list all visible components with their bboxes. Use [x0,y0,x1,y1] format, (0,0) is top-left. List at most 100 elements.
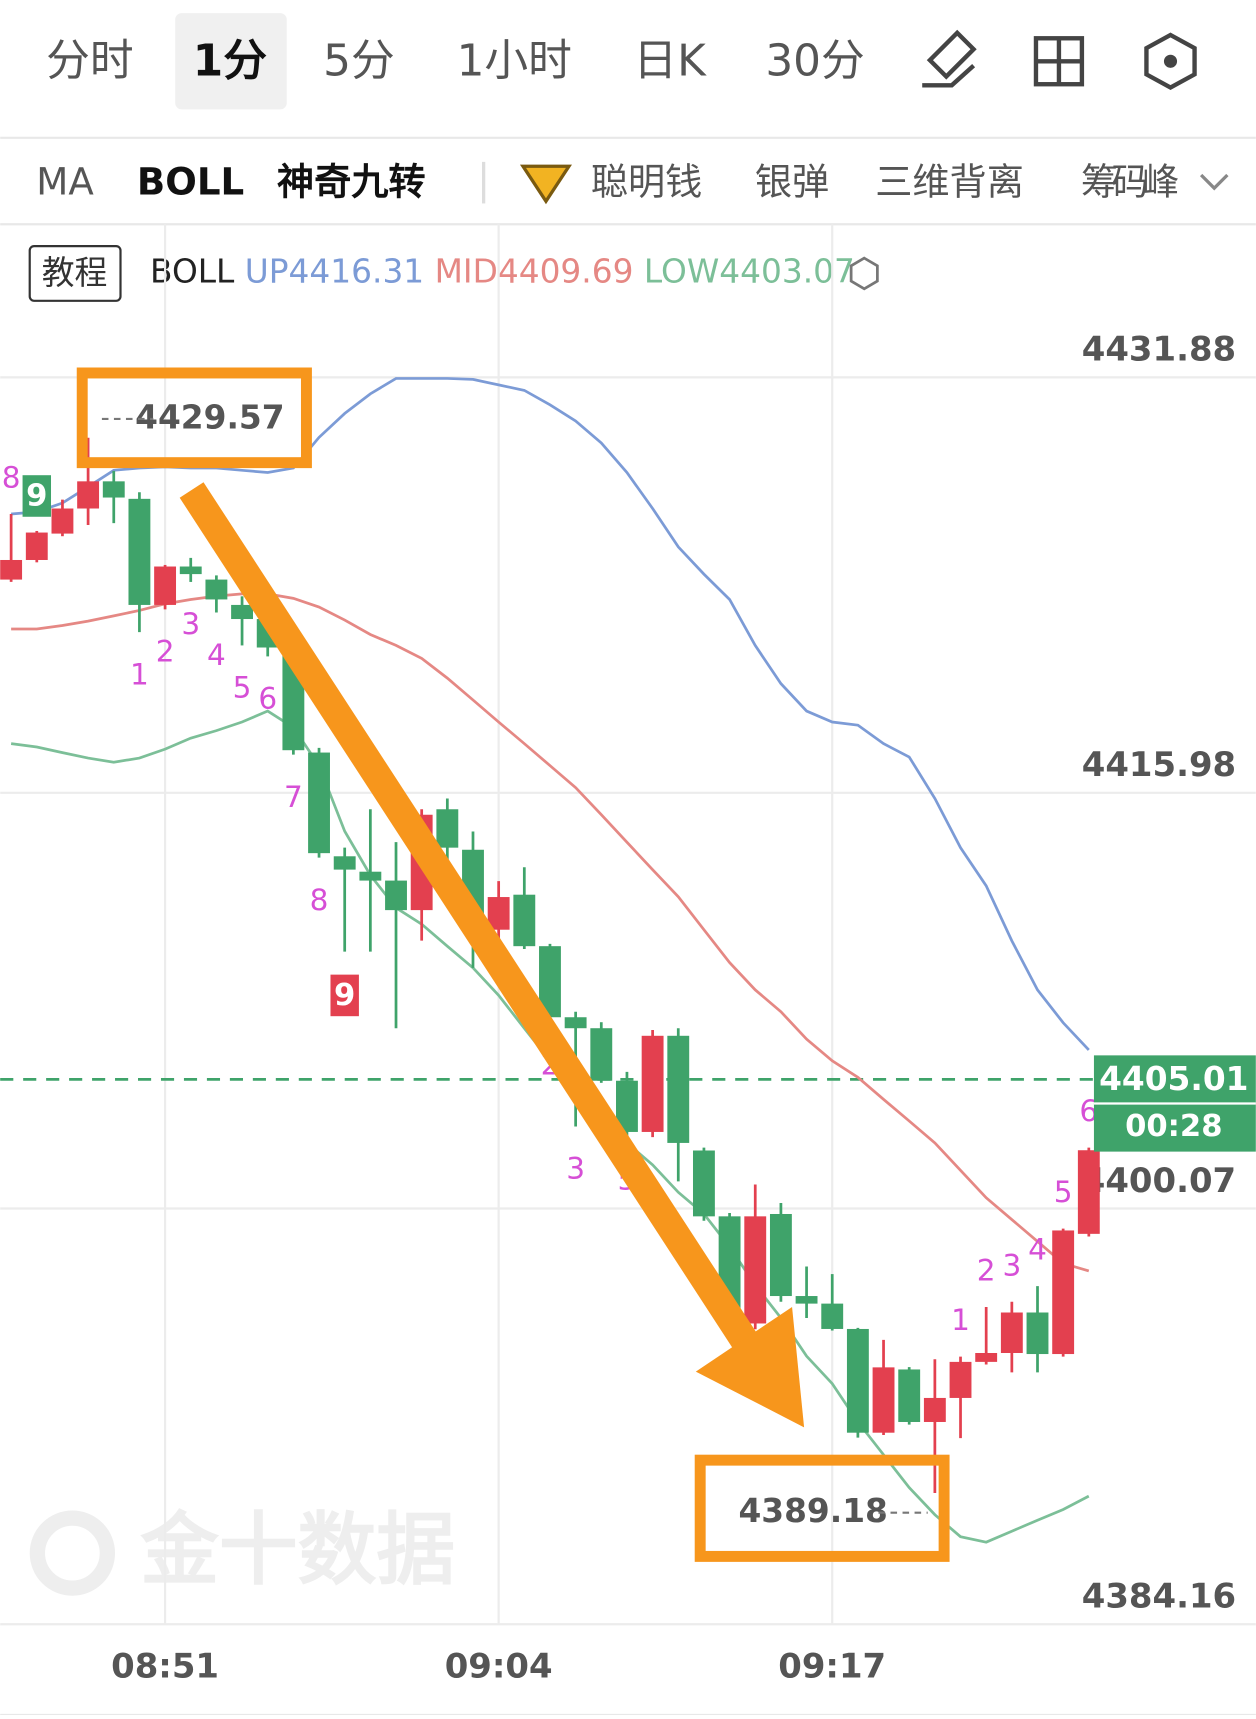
indicator-tab[interactable]: 三维背离 [875,159,1024,203]
candle-body [1077,1150,1100,1234]
legend-item: UP4416.31 [245,252,424,290]
trend-arrow [179,482,805,1428]
candle-body [692,1150,715,1217]
candle-body [333,856,356,870]
candle-body [77,481,100,509]
td-label: 1 [130,657,149,691]
indicator-bar: MA BOLL 神奇九转 聪明钱 银弹 三维背离 筹码峰 [36,159,1179,203]
td-label: 9 [26,479,47,514]
candle-body [898,1369,921,1422]
candle-body [513,894,536,947]
tab-bar: 分时 1分 5分 1小时 日K 30分 [46,35,865,86]
x-tick-label: 09:17 [778,1646,886,1685]
candle-body [0,559,23,580]
y-tick-label: 4431.88 [1082,330,1236,369]
legend-settings-icon[interactable] [849,256,879,291]
help-text[interactable]: 教程 [42,254,108,292]
candle-body [795,1296,818,1304]
candle-body [590,1028,613,1081]
candle-body [308,752,330,854]
candle-body [487,897,510,930]
candle-body [641,1035,664,1132]
indicator-tab[interactable]: 筹码峰 [1081,159,1179,203]
indicator-tab[interactable]: 聪明钱 [591,159,703,203]
candle-body [975,1352,998,1362]
highlight-box [694,1454,950,1562]
td-label: 7 [284,780,303,814]
candle-body [154,566,177,605]
help-box[interactable] [28,245,122,302]
indicator-tab[interactable]: MA [36,159,94,203]
y-tick-label: 4400.07 [1082,1161,1236,1200]
candle-body [385,880,407,911]
candle-body [51,508,74,534]
tab[interactable]: 1小时 [457,35,572,86]
td-label: 5 [233,671,252,705]
highlight-box [76,367,312,469]
candle-body [923,1397,946,1422]
candle-body [744,1216,767,1324]
td-label: 3 [181,607,200,641]
tab[interactable]: 分时 [46,35,134,86]
candle-body [179,566,202,575]
candle-body [769,1213,792,1297]
countdown: 00:28 [1125,1109,1222,1144]
td-label: 5 [1054,1175,1073,1209]
candle-body [846,1328,869,1433]
candle-body [872,1367,895,1433]
tab[interactable]: 1分 [193,35,267,86]
td-label: 8 [2,460,21,494]
legend-item: MID4409.69 [435,252,634,290]
td-label: 9 [334,978,355,1013]
expand-chevron[interactable] [1199,173,1229,191]
candle-body [1000,1312,1023,1353]
tab[interactable]: 日K [633,35,707,86]
td-box [330,974,359,1017]
td-box [22,475,52,517]
candle-body [231,604,253,620]
candle-body [821,1303,844,1329]
layout-icon[interactable] [1033,36,1085,87]
settings-icon[interactable] [1144,32,1197,90]
smart-money-icon [519,164,572,205]
candle-body [436,809,459,848]
current-price: 4405.01 [1099,1060,1248,1098]
candle-body [616,1080,638,1132]
candle-body [949,1361,972,1398]
candle-body [359,871,382,881]
td-label: 6 [1079,1094,1098,1128]
td-label: 8 [310,883,329,917]
candle-body [1026,1312,1049,1355]
td-label: 3 [566,1152,585,1186]
indicator-tab[interactable]: 银弹 [755,159,829,203]
y-tick-label: 4384.16 [1082,1576,1236,1615]
draw-tool-icon[interactable] [922,29,977,88]
tab[interactable]: 30分 [765,35,864,86]
tab[interactable]: 5分 [323,35,395,86]
legend-name: BOLL [150,252,235,290]
y-tick-label: 4415.98 [1082,745,1236,784]
candle-body [1052,1230,1075,1355]
candle-body [25,532,48,560]
watermark-text: 金十数据 [139,1504,455,1596]
high-marker: 4429.57 [135,398,284,436]
legend-item: LOW4403.07 [644,252,855,290]
low-marker: 4389.18 [738,1492,887,1530]
td-label: 1 [951,1303,970,1337]
candle-body [102,481,125,498]
candle-body [128,498,151,605]
td-label: 4 [207,638,226,672]
indicator-tab[interactable]: BOLL [137,159,244,203]
candle-body [205,579,228,600]
td-label: 6 [258,682,277,716]
candle-body [539,946,561,1018]
td-label: 3 [1002,1248,1021,1282]
plot: 4431.88 4415.98 4400.07 4384.16 08:51 09:04 09… [0,224,1256,1685]
indicator-tab[interactable]: 神奇九转 [277,159,426,203]
active-tab-bg [175,13,287,110]
watermark: 金十数据 [29,1504,455,1596]
candle-body [667,1035,690,1143]
td-label: 4 [1028,1233,1047,1267]
